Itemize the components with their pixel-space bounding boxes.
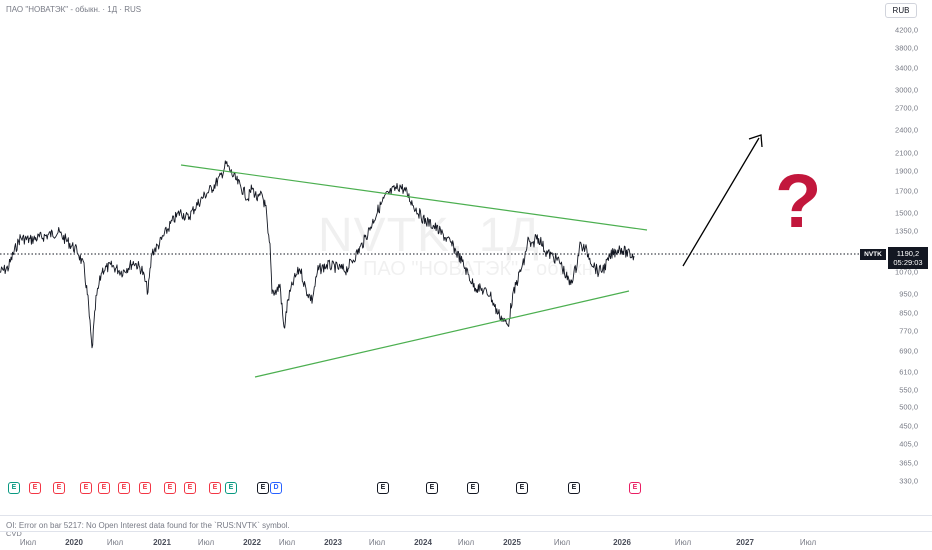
dividend-marker[interactable]: D [270, 482, 282, 494]
price-axis-label: 610,0 [899, 367, 918, 377]
time-axis-year-label: 2027 [736, 538, 754, 547]
earnings-marker[interactable]: E [164, 482, 176, 494]
earnings-marker[interactable]: E [225, 482, 237, 494]
time-axis-month-label: Июл [368, 538, 386, 547]
time-axis-year-label: 2024 [414, 538, 432, 547]
price-axis-label: 450,0 [899, 421, 918, 431]
price-axis-label: 850,0 [899, 308, 918, 318]
price-axis-label: 950,0 [899, 289, 918, 299]
time-axis-month-label: Июл [457, 538, 475, 547]
time-axis-month-label: Июл [197, 538, 215, 547]
price-axis-label: 4200,0 [895, 25, 918, 35]
price-axis-label: 2400,0 [895, 125, 918, 135]
price-axis-label: 365,0 [899, 458, 918, 468]
price-axis-label: 2700,0 [895, 103, 918, 113]
earnings-marker[interactable]: E [377, 482, 389, 494]
earnings-marker[interactable]: E [516, 482, 528, 494]
earnings-marker[interactable]: E [98, 482, 110, 494]
last-price-value: 1190,2 [896, 249, 920, 258]
earnings-marker[interactable]: E [467, 482, 479, 494]
cvd-indicator-label[interactable]: CVD [6, 529, 22, 538]
upper-trendline [180, 164, 648, 231]
watermark-name: ПАО "НОВАТЭК" - обыкн. [363, 258, 599, 280]
time-axis-year-label: 2022 [243, 538, 261, 547]
time-axis-year-label: 2026 [613, 538, 631, 547]
bar-countdown: 05:29:03 [893, 258, 923, 267]
lower-trendline [254, 290, 630, 378]
time-axis-year-label: 2023 [324, 538, 342, 547]
time-axis-year-label: 2025 [503, 538, 521, 547]
price-axis-label: 500,0 [899, 402, 918, 412]
price-axis-label: 1700,0 [895, 186, 918, 196]
time-axis-month-label: Июл [278, 538, 296, 547]
time-axis-month-label: Июл [799, 538, 817, 547]
price-axis-label: 3000,0 [895, 85, 918, 95]
price-axis-label: 1900,0 [895, 166, 918, 176]
price-axis-label: 1500,0 [895, 208, 918, 218]
earnings-marker[interactable]: E [209, 482, 221, 494]
open-interest-error: OI: Error on bar 5217: No Open Interest … [6, 521, 290, 530]
time-axis-divider [0, 531, 932, 532]
earnings-marker[interactable]: E [257, 482, 269, 494]
price-axis-label: 330,0 [899, 476, 918, 486]
symbol-price-tag: NVTK [860, 249, 886, 260]
price-axis-label: 550,0 [899, 385, 918, 395]
earnings-marker[interactable]: E [118, 482, 130, 494]
symbol-title: ПАО "НОВАТЭК" - обыкн. · 1Д · RUS [6, 5, 142, 14]
time-axis-month-label: Июл [106, 538, 124, 547]
time-axis-month-label: Июл [19, 538, 37, 547]
forecast-arrowhead [748, 134, 763, 148]
price-series [0, 160, 635, 349]
earnings-marker[interactable]: E [29, 482, 41, 494]
earnings-marker[interactable]: E [568, 482, 580, 494]
price-axis-label: 3800,0 [895, 43, 918, 53]
price-axis-label: 405,0 [899, 439, 918, 449]
price-axis-label: 770,0 [899, 326, 918, 336]
pane-divider[interactable] [0, 515, 932, 516]
currency-button[interactable]: RUB [885, 3, 917, 18]
price-axis-label: 2100,0 [895, 148, 918, 158]
price-axis-label: 3400,0 [895, 63, 918, 73]
question-mark-annotation[interactable]: ? [775, 159, 822, 244]
price-axis-label: 690,0 [899, 346, 918, 356]
time-axis-year-label: 2021 [153, 538, 171, 547]
earnings-marker[interactable]: E [8, 482, 20, 494]
price-axis-label: 1070,0 [895, 267, 918, 277]
watermark-ticker: NVTK, 1Д [318, 209, 540, 262]
earnings-marker[interactable]: E [80, 482, 92, 494]
price-axis-label: 1350,0 [895, 226, 918, 236]
earnings-marker[interactable]: E [629, 482, 641, 494]
earnings-marker[interactable]: E [139, 482, 151, 494]
earnings-marker[interactable]: E [184, 482, 196, 494]
time-axis-year-label: 2020 [65, 538, 83, 547]
last-price-box: 1190,2 05:29:03 [888, 247, 928, 269]
time-axis-month-label: Июл [553, 538, 571, 547]
earnings-marker[interactable]: E [53, 482, 65, 494]
earnings-marker[interactable]: E [426, 482, 438, 494]
forecast-arrow [682, 137, 760, 267]
time-axis-month-label: Июл [674, 538, 692, 547]
